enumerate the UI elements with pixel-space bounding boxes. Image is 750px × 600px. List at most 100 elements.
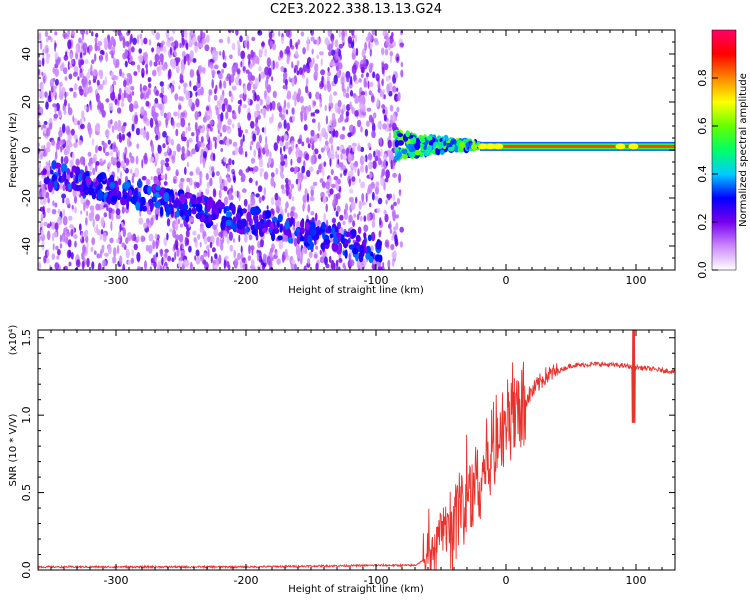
noise-blob xyxy=(80,123,85,130)
trace-blob xyxy=(47,181,53,193)
noise-blob xyxy=(358,200,362,210)
noise-blob xyxy=(195,249,200,257)
noise-blob xyxy=(123,153,127,164)
trace-blob xyxy=(94,181,98,188)
noise-blob xyxy=(302,64,307,73)
noise-blob xyxy=(162,94,168,104)
noise-blob xyxy=(291,196,295,202)
noise-blob xyxy=(288,188,293,194)
noise-blob xyxy=(188,219,191,228)
trace-blob xyxy=(299,226,305,235)
noise-blob xyxy=(182,130,186,137)
noise-blob xyxy=(357,226,362,234)
noise-blob xyxy=(67,30,70,38)
noise-blob xyxy=(355,196,358,204)
noise-blob xyxy=(388,150,394,160)
noise-blob xyxy=(92,68,98,77)
noise-blob xyxy=(213,64,219,70)
noise-blob xyxy=(308,91,312,99)
noise-blob xyxy=(380,159,383,165)
noise-blob xyxy=(328,94,333,104)
snr-x-tick-label: 0 xyxy=(503,574,510,587)
noise-region xyxy=(38,30,405,270)
noise-blob xyxy=(69,52,73,60)
noise-blob xyxy=(45,101,49,110)
noise-blob xyxy=(53,231,58,238)
trace-blob xyxy=(165,204,172,216)
noise-blob xyxy=(292,226,296,231)
noise-blob xyxy=(121,124,126,134)
noise-blob xyxy=(135,155,139,165)
noise-blob xyxy=(53,113,59,119)
noise-blob xyxy=(346,104,351,111)
noise-blob xyxy=(124,164,126,171)
noise-blob xyxy=(95,92,100,103)
noise-blob xyxy=(125,40,130,47)
noise-blob xyxy=(118,230,121,239)
noise-blob xyxy=(156,45,161,55)
noise-blob xyxy=(239,94,244,99)
noise-blob xyxy=(149,117,154,128)
noise-blob xyxy=(92,78,97,84)
noise-blob xyxy=(281,172,284,180)
noise-blob xyxy=(171,80,175,86)
noise-blob xyxy=(373,38,378,43)
noise-blob xyxy=(95,214,100,222)
noise-blob xyxy=(248,234,253,241)
noise-blob xyxy=(209,61,214,69)
noise-blob xyxy=(85,217,88,226)
noise-blob xyxy=(229,54,233,59)
noise-blob xyxy=(217,121,222,132)
onset-blob xyxy=(471,144,478,150)
noise-blob xyxy=(399,226,405,233)
noise-blob xyxy=(310,185,315,191)
noise-blob xyxy=(118,109,122,114)
noise-blob xyxy=(310,129,315,137)
trace-blob xyxy=(51,174,58,182)
noise-blob xyxy=(108,207,113,213)
noise-blob xyxy=(335,259,339,268)
noise-blob xyxy=(339,214,344,221)
snr-frame xyxy=(37,329,676,571)
noise-blob xyxy=(264,126,267,135)
noise-blob xyxy=(355,34,357,44)
noise-blob xyxy=(384,239,390,248)
noise-blob xyxy=(374,195,379,201)
noise-blob xyxy=(78,140,83,146)
noise-blob xyxy=(204,261,209,270)
noise-blob xyxy=(176,122,181,128)
noise-blob xyxy=(181,243,184,250)
noise-blob xyxy=(103,264,106,270)
noise-blob xyxy=(145,63,148,70)
noise-blob xyxy=(287,212,290,218)
noise-blob xyxy=(100,218,105,227)
noise-blob xyxy=(100,248,103,259)
noise-blob xyxy=(314,71,319,76)
noise-blob xyxy=(370,63,373,72)
noise-blob xyxy=(206,181,210,189)
trace-blob xyxy=(221,215,227,223)
noise-blob xyxy=(315,91,320,100)
noise-blob xyxy=(190,261,193,270)
noise-blob xyxy=(85,199,91,206)
noise-blob xyxy=(125,77,130,86)
onset-blob xyxy=(445,142,451,148)
noise-blob xyxy=(154,233,158,240)
noise-blob xyxy=(62,215,68,226)
noise-blob xyxy=(291,259,296,265)
noise-blob xyxy=(203,235,208,245)
noise-blob xyxy=(197,141,202,148)
noise-blob xyxy=(271,243,275,251)
noise-blob xyxy=(261,41,265,47)
noise-blob xyxy=(87,122,91,132)
noise-blob xyxy=(143,116,148,122)
noise-blob xyxy=(260,71,265,79)
noise-blob xyxy=(219,79,222,89)
noise-blob xyxy=(368,161,372,170)
noise-blob xyxy=(138,54,144,64)
trace-blob xyxy=(287,236,293,244)
spectrogram-x-tick-label: -100 xyxy=(364,274,389,287)
noise-blob xyxy=(254,110,258,118)
noise-blob xyxy=(286,122,290,132)
onset-blob xyxy=(472,140,476,147)
